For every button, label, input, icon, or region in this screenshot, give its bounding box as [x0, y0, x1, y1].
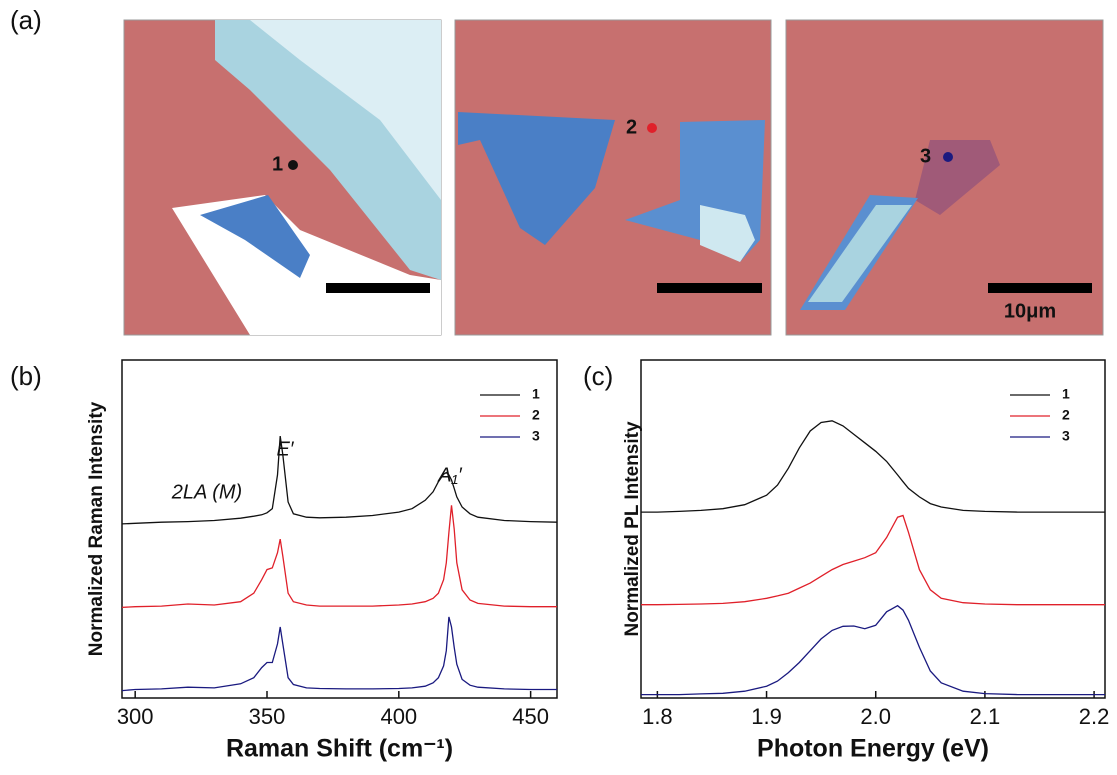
x-tick-label: 2.2 — [1079, 704, 1110, 729]
x-tick-label: 300 — [117, 704, 154, 729]
x-tick-label: 1.8 — [642, 704, 673, 729]
x-axis-label: Raman Shift (cm⁻¹) — [226, 735, 453, 763]
panel-label: (a) — [10, 5, 42, 35]
panel-label: (b) — [10, 361, 42, 391]
point-label: 3 — [920, 145, 931, 167]
plot-frame — [640, 359, 1106, 699]
x-tick-label: 1.9 — [751, 704, 782, 729]
micrograph: 3 10μm — [785, 19, 1104, 336]
spectrum-line — [121, 616, 557, 692]
plot-frame — [121, 359, 558, 699]
spectrum-line — [641, 604, 1105, 696]
legend-label: 2 — [532, 407, 540, 423]
peak-annotation: E′ — [276, 438, 294, 460]
peak-annotation: 2LA (M) — [171, 481, 242, 503]
x-tick-label: 2.0 — [860, 704, 891, 729]
legend-label: 3 — [532, 428, 540, 444]
scale-bar-label: 10μm — [1004, 300, 1056, 322]
legend-label: 2 — [1062, 407, 1070, 423]
micrograph: 2 — [454, 19, 772, 336]
micrograph: 1 — [123, 19, 442, 336]
legend-label: 1 — [1062, 386, 1070, 402]
legend-label: 3 — [1062, 428, 1070, 444]
x-tick-label: 2.1 — [970, 704, 1001, 729]
x-tick-label: 450 — [512, 704, 549, 729]
y-axis-label: Normalized Raman Intensity — [86, 401, 107, 656]
spectrum-line — [641, 514, 1105, 606]
spectrum-line — [121, 436, 558, 525]
point-label: 2 — [626, 116, 637, 138]
spectrum-line — [121, 505, 557, 609]
x-tick-label: 400 — [380, 704, 417, 729]
x-axis-label: Photon Energy (eV) — [757, 735, 989, 763]
peak-annotation: A₁′ — [437, 464, 463, 486]
y-axis-label: Normalized PL Intensity — [622, 421, 643, 636]
legend-label: 1 — [532, 386, 540, 402]
point-label: 1 — [272, 153, 283, 175]
x-tick-label: 350 — [249, 704, 286, 729]
spectrum-line — [641, 420, 1105, 513]
panel-label: (c) — [583, 361, 613, 391]
